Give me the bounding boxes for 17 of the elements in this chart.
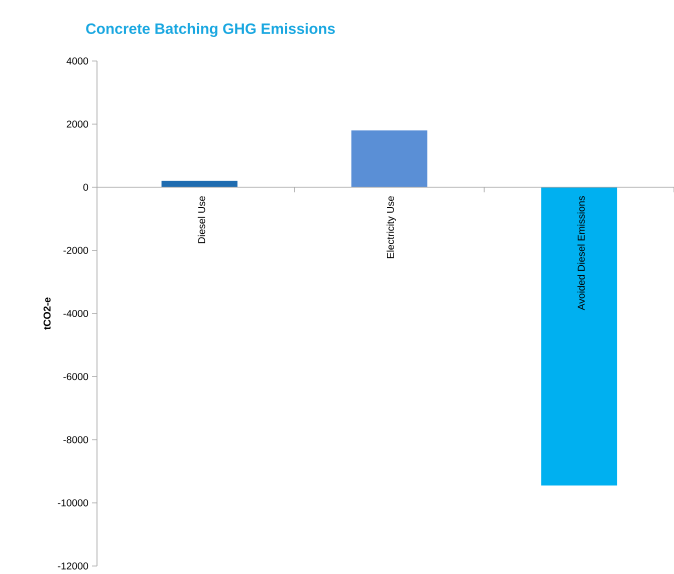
x-tick-label: Avoided Diesel Emissions (577, 196, 585, 310)
y-tick-label: -10000 (58, 499, 88, 506)
x-tick-label: Diesel Use (198, 196, 206, 244)
y-tick-label: -4000 (63, 310, 88, 318)
y-tick-label: 0 (83, 184, 88, 191)
bar (351, 130, 428, 188)
y-tick-label: -12000 (58, 562, 88, 570)
y-tick-label: -8000 (63, 436, 88, 444)
chart-title: Concrete Batching GHG Emissions (86, 22, 335, 37)
y-tick-label: 4000 (66, 57, 88, 65)
bar (162, 180, 238, 188)
y-axis-title: tCO2-e (44, 298, 51, 330)
bar (541, 187, 618, 486)
x-tick-label: Electricity Use (386, 196, 396, 258)
y-tick-label: 2000 (66, 120, 88, 128)
y-tick-label: -2000 (63, 246, 88, 254)
y-tick-label: -6000 (63, 373, 88, 380)
